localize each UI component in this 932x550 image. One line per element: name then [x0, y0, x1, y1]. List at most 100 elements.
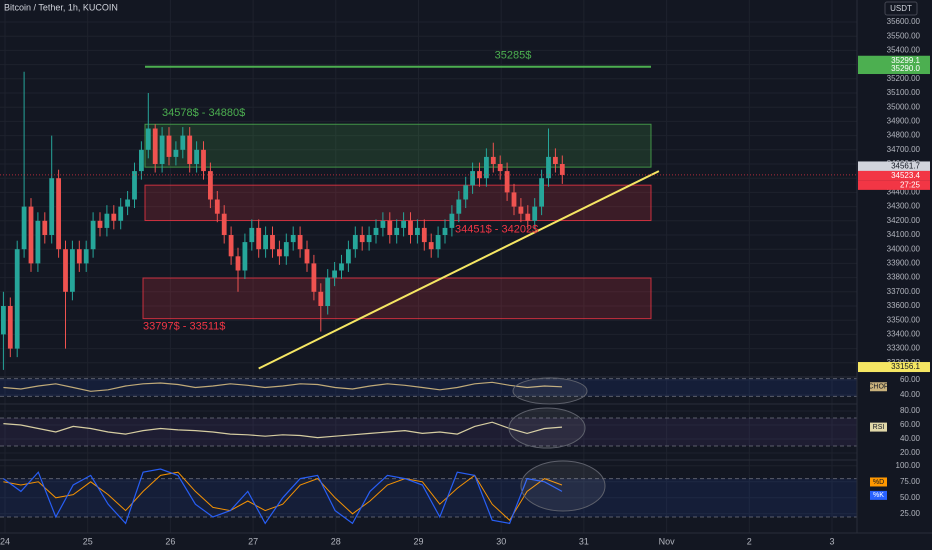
indicator-tag — [870, 490, 887, 500]
y-tick-label: 33900.00 — [887, 259, 921, 268]
candle-body — [7, 306, 13, 349]
candle-body — [249, 227, 255, 243]
y-tick-label: 35200.00 — [887, 74, 921, 83]
candle-body — [373, 227, 379, 236]
highlight-ellipse — [508, 407, 586, 449]
candle-body — [359, 235, 365, 243]
candle-body — [449, 213, 455, 228]
candle-body — [132, 171, 137, 200]
candle-body — [539, 178, 544, 207]
candle-body — [290, 235, 296, 243]
candle-body — [194, 149, 199, 165]
x-tick-label: 24 — [0, 536, 10, 546]
x-tick-label: 25 — [83, 536, 93, 546]
candle-body — [125, 199, 130, 207]
candle-body — [118, 206, 124, 221]
candle-body — [532, 206, 538, 221]
y-tick-label: 20.00 — [900, 448, 921, 457]
y-tick-label: 40.00 — [900, 434, 921, 443]
candle-body — [14, 249, 20, 349]
y-tick-label: 35000.00 — [887, 102, 921, 111]
indicator-tag-label: %D — [873, 479, 884, 486]
candle-body — [415, 227, 420, 236]
y-tick-label: 33600.00 — [887, 301, 921, 310]
candle-body — [380, 220, 386, 228]
y-tick-label: 40.00 — [900, 390, 921, 399]
candle-body — [318, 291, 324, 307]
y-tick-label: 34700.00 — [887, 145, 921, 154]
candle-body — [42, 220, 48, 236]
candle-body — [97, 220, 103, 228]
candle-body — [297, 235, 303, 250]
plot — [0, 65, 857, 525]
price-tag — [858, 170, 930, 181]
y-tick-label: 34000.00 — [887, 244, 921, 253]
candle-body — [104, 213, 110, 228]
indicator-band — [0, 478, 857, 517]
x-tick-label: Nov — [659, 536, 676, 546]
countdown: 27:25 — [900, 180, 921, 189]
price-tag-label: 35299.1 — [891, 56, 920, 65]
candle-body — [553, 156, 558, 165]
indicator-tag — [870, 422, 887, 432]
currency-box[interactable] — [884, 1, 918, 16]
x-tick-label: 28 — [331, 536, 341, 546]
candle-body — [263, 235, 268, 250]
indicator-tag-label: CHOP — [868, 384, 889, 391]
candle-body — [346, 249, 351, 264]
level-label: 35285$ — [495, 50, 532, 62]
candle-body — [352, 235, 358, 250]
price-tag-label: 34561.7 — [891, 162, 920, 171]
price-tag-label: 34523.4 — [891, 171, 920, 180]
candle-body — [235, 256, 241, 271]
candle-body — [76, 249, 82, 264]
candle-body — [180, 135, 186, 150]
candle-body — [511, 192, 517, 207]
candle-body — [242, 242, 248, 271]
y-tick-label: 35500.00 — [887, 31, 921, 40]
indicator-band — [0, 378, 857, 397]
candle-body — [408, 220, 413, 236]
y-tick-label: 25.00 — [900, 509, 921, 518]
candle-body — [56, 178, 61, 250]
candle-body — [442, 227, 448, 236]
candle-body — [304, 249, 310, 264]
indicator-band — [0, 418, 857, 446]
candle-body — [518, 206, 524, 214]
y-tick-label: 50.00 — [900, 493, 921, 502]
price-tag-label: 33156.1 — [891, 362, 920, 371]
currency[interactable]: USDT — [890, 4, 912, 13]
indicator-line — [3, 381, 563, 392]
price-axis-bg — [857, 0, 932, 550]
price-tag — [858, 161, 930, 172]
y-tick-label: 35400.00 — [887, 46, 921, 55]
x-tick-label: 26 — [165, 536, 175, 546]
candle-body — [387, 220, 393, 236]
candle-body — [394, 227, 400, 236]
price-tag — [858, 55, 930, 66]
candle-body — [70, 249, 75, 292]
candle-body — [435, 235, 441, 250]
candle-body — [139, 149, 144, 172]
candle-body — [221, 213, 227, 236]
y-tick-label: 33300.00 — [887, 344, 921, 353]
y-tick-label: 35100.00 — [887, 88, 921, 97]
candle-body — [1, 306, 6, 335]
candle-body — [525, 213, 531, 221]
candle-body — [477, 171, 482, 179]
y-tick-label: 100.00 — [896, 461, 921, 470]
grid — [0, 0, 857, 533]
zone — [144, 184, 652, 222]
candle-body — [490, 156, 496, 165]
zone-label: 34578$ - 34880$ — [162, 107, 245, 119]
y-tick-label: 60.00 — [900, 420, 921, 429]
candle-body — [111, 213, 117, 221]
y-tick-label: 33700.00 — [887, 287, 921, 296]
y-tick-label: 33800.00 — [887, 273, 921, 282]
candle-body — [159, 135, 165, 165]
candle-body — [504, 171, 510, 193]
candle-body — [21, 206, 27, 250]
panes — [0, 123, 857, 518]
